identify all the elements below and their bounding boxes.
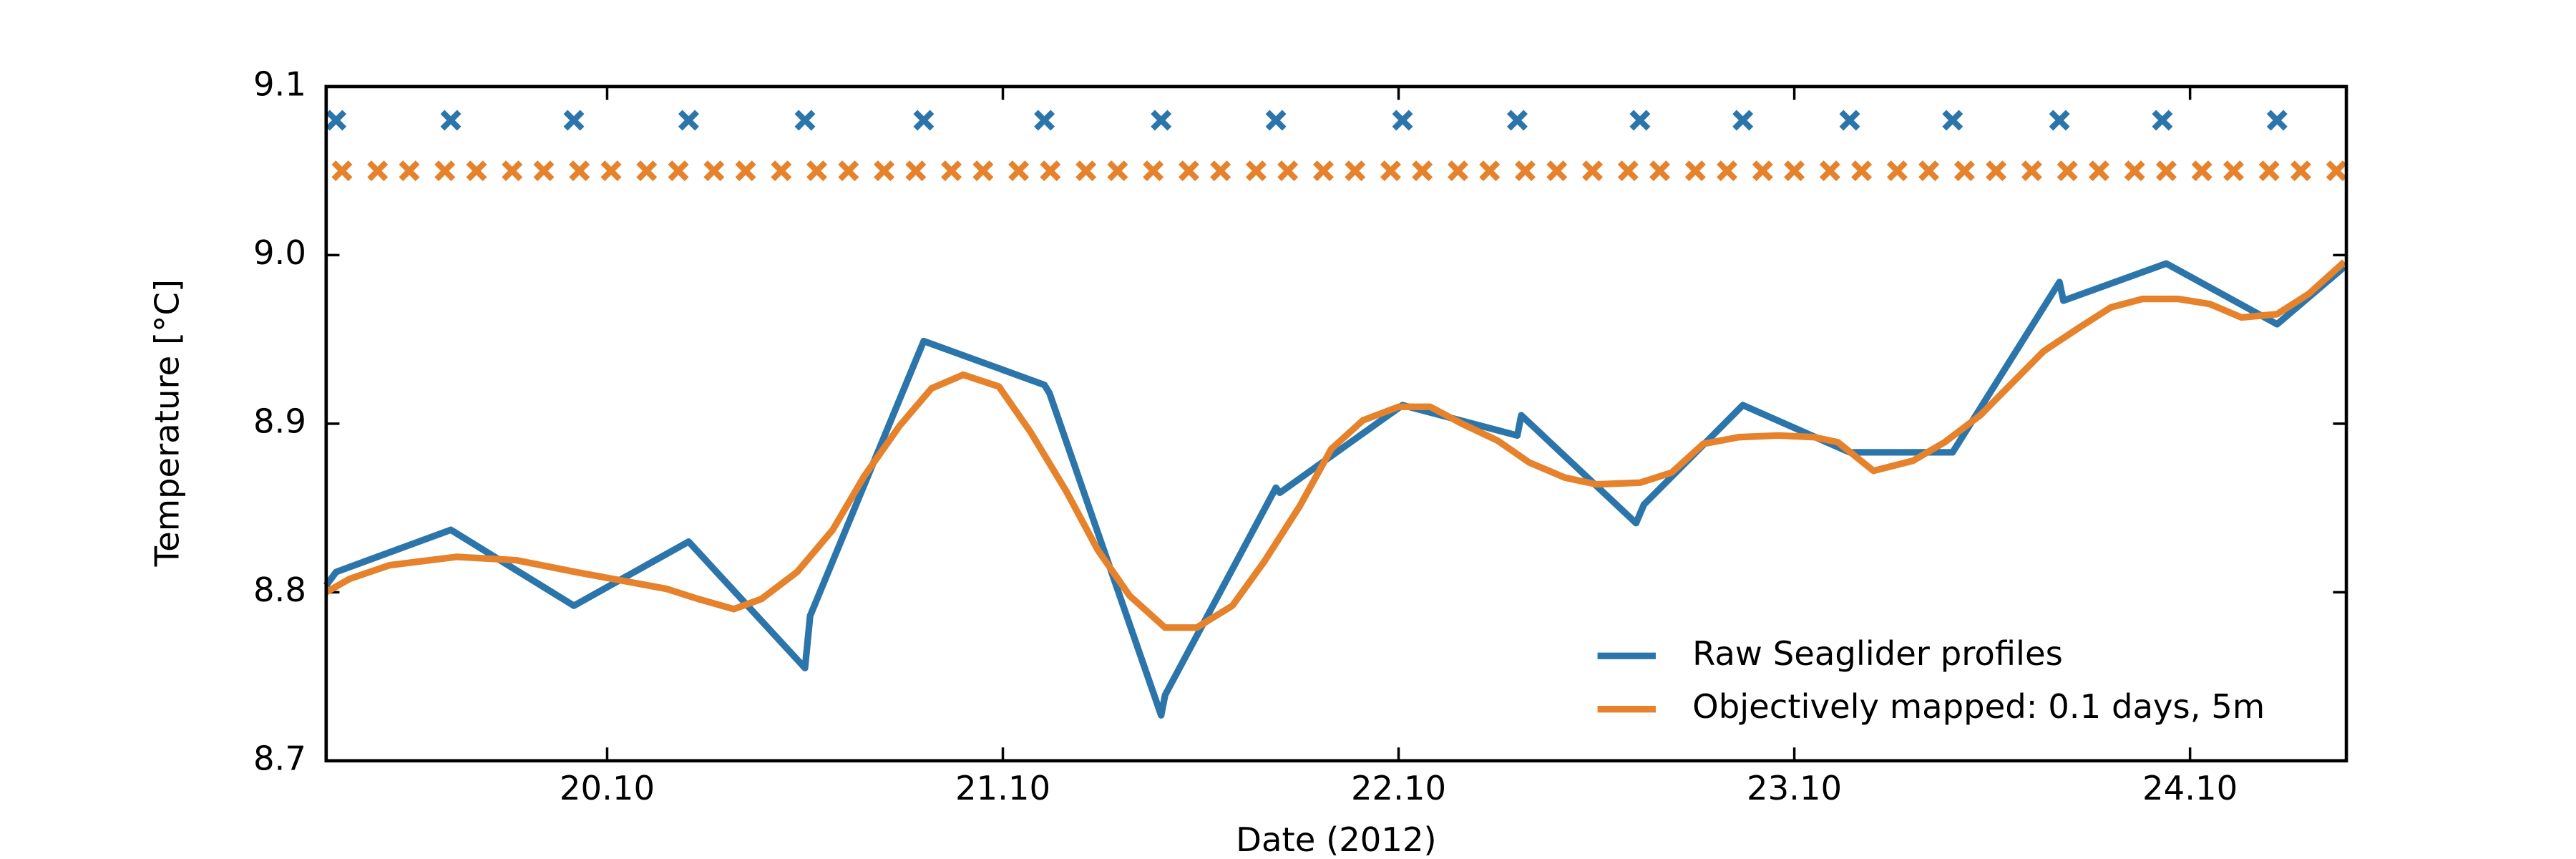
x-marker: [1717, 160, 1738, 182]
x-marker: [1918, 160, 1940, 182]
x-marker: [1178, 160, 1199, 182]
x-marker: [905, 160, 927, 182]
x-marker: [2223, 160, 2244, 182]
x-marker: [838, 160, 859, 182]
x-marker: [569, 160, 590, 182]
y-tick-label: 8.9: [253, 402, 306, 440]
x-marker: [1479, 160, 1501, 182]
x-marker: [563, 110, 585, 131]
x-marker: [1277, 160, 1299, 182]
x-marker: [2326, 160, 2347, 182]
x-marker: [2057, 160, 2078, 182]
legend-label: Objectively mapped: 0.1 days, 5m: [1692, 687, 2265, 726]
x-tick-label: 20.10: [560, 769, 655, 807]
x-marker: [533, 160, 555, 182]
x-marker: [1732, 110, 1754, 131]
x-axis-label: Date (2012): [1236, 820, 1437, 859]
x-marker: [941, 160, 962, 182]
x-marker: [1075, 160, 1097, 182]
x-marker: [1942, 110, 1963, 131]
x-marker: [771, 160, 792, 182]
x-marker: [399, 160, 420, 182]
x-marker: [466, 160, 487, 182]
data-line: [323, 260, 2347, 719]
x-marker: [1819, 160, 1840, 182]
x-marker: [1265, 110, 1287, 131]
x-marker: [2124, 160, 2145, 182]
x-marker: [1617, 160, 1639, 182]
x-marker: [1684, 160, 1706, 182]
x-marker: [1649, 160, 1671, 182]
x-marker: [913, 110, 935, 131]
x-marker: [678, 110, 699, 131]
x-marker: [1752, 160, 1773, 182]
x-marker: [703, 160, 725, 182]
y-axis-label: Temperature [°C]: [148, 279, 187, 567]
x-marker: [1210, 160, 1231, 182]
x-marker: [1380, 160, 1401, 182]
x-marker: [1107, 160, 1128, 182]
x-tick-label: 23.10: [1747, 769, 1842, 807]
y-tick-label: 8.8: [253, 571, 306, 609]
x-marker: [1839, 110, 1860, 131]
x-marker: [2049, 110, 2070, 131]
x-marker: [1008, 160, 1030, 182]
x-marker: [2290, 160, 2311, 182]
x-marker: [794, 110, 816, 131]
x-marker: [1953, 160, 1975, 182]
x-marker: [2021, 160, 2042, 182]
x-marker: [326, 110, 347, 131]
x-marker: [2155, 160, 2177, 182]
x-marker: [806, 160, 828, 182]
x-marker: [1784, 160, 1805, 182]
x-marker: [1506, 110, 1528, 131]
x-marker: [2088, 160, 2109, 182]
x-marker: [1392, 110, 1413, 131]
x-marker: [1040, 160, 1061, 182]
x-marker: [1143, 160, 1164, 182]
x-marker: [1546, 160, 1568, 182]
x-marker: [1582, 160, 1604, 182]
x-marker: [1515, 160, 1536, 182]
x-marker: [2266, 110, 2288, 131]
x-marker: [1245, 160, 1267, 182]
x-marker: [972, 160, 994, 182]
x-marker: [2258, 160, 2280, 182]
x-marker: [1345, 160, 1366, 182]
x-marker: [1986, 160, 2007, 182]
y-tick-label: 9.1: [253, 64, 306, 103]
x-marker: [2191, 160, 2212, 182]
x-marker: [1629, 110, 1651, 131]
data-line: [324, 259, 2347, 631]
y-tick-label: 9.0: [253, 233, 306, 272]
x-tick-label: 24.10: [2142, 769, 2238, 807]
x-marker: [1851, 160, 1873, 182]
x-marker: [600, 160, 622, 182]
x-marker: [434, 160, 456, 182]
x-marker: [1312, 160, 1334, 182]
y-tick-label: 8.7: [253, 739, 306, 777]
x-marker: [502, 160, 523, 182]
x-marker: [1151, 110, 1172, 131]
x-tick-label: 21.10: [955, 769, 1050, 807]
x-marker: [1447, 160, 1469, 182]
x-marker: [1412, 160, 1433, 182]
x-marker: [440, 110, 462, 131]
x-marker: [367, 160, 389, 182]
x-tick-label: 22.10: [1351, 769, 1446, 807]
x-marker: [1886, 160, 1908, 182]
legend-label: Raw Seaglider profiles: [1692, 634, 2063, 673]
x-marker: [735, 160, 756, 182]
x-marker: [2152, 110, 2173, 131]
x-marker: [1034, 110, 1055, 131]
plot-frame: [324, 84, 2348, 763]
x-marker: [331, 160, 353, 182]
x-marker: [874, 160, 895, 182]
x-marker: [668, 160, 689, 182]
x-marker: [636, 160, 658, 182]
